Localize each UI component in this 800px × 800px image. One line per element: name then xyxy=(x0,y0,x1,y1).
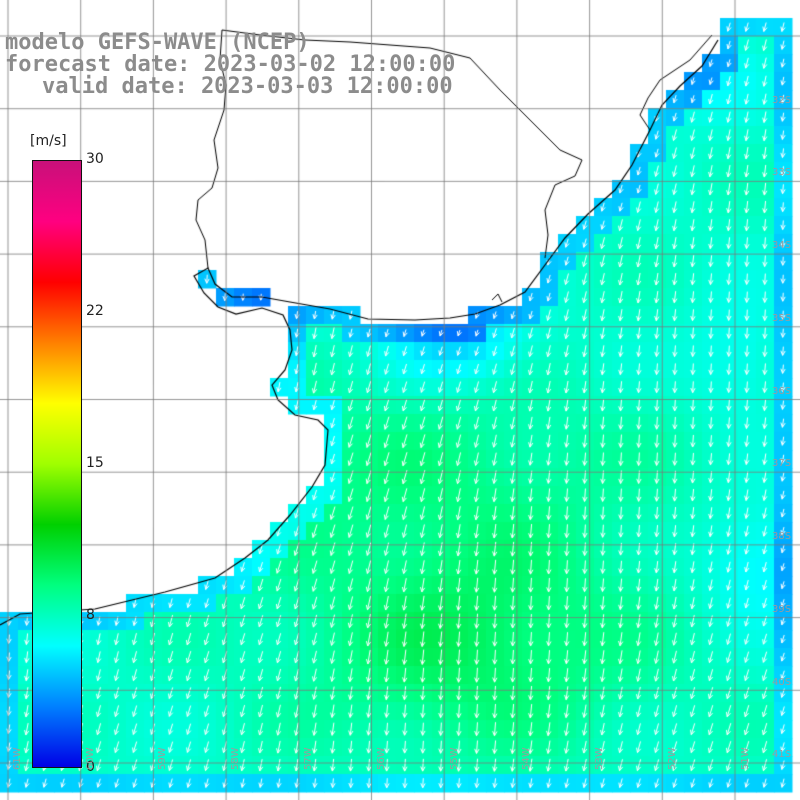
lat-label: 33S xyxy=(772,167,792,178)
lat-label: 36S xyxy=(772,386,792,397)
lon-label: 58W xyxy=(230,747,241,770)
colorbar-unit: [m/s] xyxy=(30,133,67,149)
lat-label: 34S xyxy=(772,240,792,251)
colorbar-tick-22: 22 xyxy=(86,303,104,319)
lat-label: 32S xyxy=(772,95,792,106)
forecast-date: forecast date: 2023-03-02 12:00:00 xyxy=(5,52,456,77)
lon-label: 59W xyxy=(157,747,168,770)
lon-label: 61W xyxy=(12,747,23,770)
lon-label: 55W xyxy=(449,747,460,770)
lat-label: 38S xyxy=(772,531,792,542)
colorbar-tick-15: 15 xyxy=(86,455,104,471)
lon-label: 52W xyxy=(667,747,678,770)
lon-label: 60W xyxy=(85,747,96,770)
lon-label: 57W xyxy=(303,747,314,770)
lat-label: 35S xyxy=(772,313,792,324)
colorbar xyxy=(32,160,82,768)
colorbar-tick-0: 0 xyxy=(86,759,95,775)
colorbar-tick-8: 8 xyxy=(86,607,95,623)
lat-label: 39S xyxy=(772,604,792,615)
lat-label: 40S xyxy=(772,677,792,688)
model-title: modelo GEFS-WAVE (NCEP) xyxy=(5,30,310,55)
lat-label: 37S xyxy=(772,458,792,469)
colorbar-tick-30: 30 xyxy=(86,151,104,167)
valid-date: valid date: 2023-03-03 12:00:00 xyxy=(42,74,453,99)
lon-label: 54W xyxy=(521,747,532,770)
lat-label: 41S xyxy=(772,749,792,760)
lon-label: 53W xyxy=(594,747,605,770)
lon-label: 56W xyxy=(376,747,387,770)
lon-label: 51W xyxy=(740,747,751,770)
